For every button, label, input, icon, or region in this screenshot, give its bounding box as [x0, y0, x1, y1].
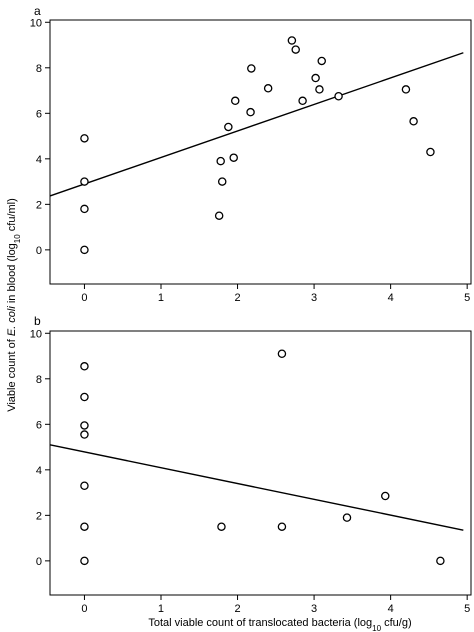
data-point [381, 491, 390, 501]
y-tick-label: 6 [36, 108, 42, 120]
y-tick-label: 0 [36, 245, 42, 257]
regression-line [49, 444, 464, 531]
regression-line [49, 52, 464, 197]
panel-a: a 0 1 2 3 4 5 0 2 4 6 8 10 [30, 4, 472, 304]
plot-frame [49, 330, 472, 596]
x-tick-label: 3 [311, 292, 317, 304]
panel-label: a [34, 4, 41, 18]
data-point [401, 85, 411, 94]
y-axis-title: Viable count of E. coli in blood (log10 … [6, 198, 22, 412]
data-point [80, 481, 89, 491]
data-point [263, 84, 273, 93]
x-tick-label: 2 [234, 603, 240, 615]
data-point [298, 96, 307, 106]
y-tick-label: 6 [36, 419, 42, 431]
data-point [80, 556, 89, 566]
y-tick-label: 8 [36, 374, 42, 386]
x-tick-label: 1 [158, 603, 164, 615]
data-point [80, 392, 89, 402]
data-point [247, 64, 256, 73]
data-point [287, 36, 297, 45]
x-tick-label: 1 [158, 292, 164, 304]
data-point [214, 211, 224, 220]
data-point [230, 96, 240, 106]
data-point [291, 45, 300, 54]
data-point [216, 156, 225, 166]
y-tick-label: 10 [30, 328, 42, 340]
y-tick-label: 0 [36, 556, 42, 568]
x-tick-label: 0 [81, 292, 87, 304]
data-point [317, 56, 326, 66]
data-point [426, 147, 435, 157]
data-point [334, 91, 343, 101]
data-point [217, 522, 226, 531]
data-point [246, 107, 255, 117]
data-point [277, 522, 287, 531]
data-point [80, 362, 89, 371]
data-point [80, 245, 89, 255]
x-tick-label: 3 [311, 603, 317, 615]
data-point [217, 177, 227, 186]
panel-b: b 0 1 2 3 4 5 0 2 4 6 8 10 [30, 314, 472, 615]
data-point [436, 556, 445, 566]
data-point [409, 117, 418, 126]
data-point [80, 204, 89, 214]
data-point [80, 522, 89, 531]
data-point [277, 349, 287, 359]
data-point [315, 85, 324, 94]
x-tick-label: 5 [464, 292, 470, 304]
data-point [80, 421, 89, 430]
data-point [80, 430, 89, 439]
plot-frame [49, 19, 472, 285]
data-point [229, 153, 238, 162]
x-tick-label: 4 [388, 292, 394, 304]
y-tick-label: 8 [36, 63, 42, 75]
y-tick-label: 2 [36, 510, 42, 522]
panel-label: b [34, 314, 41, 328]
x-tick-label: 2 [234, 292, 240, 304]
data-point [342, 513, 352, 522]
y-tick-label: 2 [36, 199, 42, 211]
x-axis-title: Total viable count of translocated bacte… [148, 617, 411, 632]
y-tick-label: 4 [36, 465, 42, 477]
y-tick-label: 10 [30, 17, 42, 29]
x-tick-label: 0 [81, 603, 87, 615]
data-point [224, 122, 233, 132]
data-point [80, 177, 89, 186]
y-tick-label: 4 [36, 154, 42, 166]
data-point [311, 73, 320, 83]
x-tick-label: 4 [388, 603, 394, 615]
data-point [80, 134, 89, 143]
x-tick-label: 5 [464, 603, 470, 615]
